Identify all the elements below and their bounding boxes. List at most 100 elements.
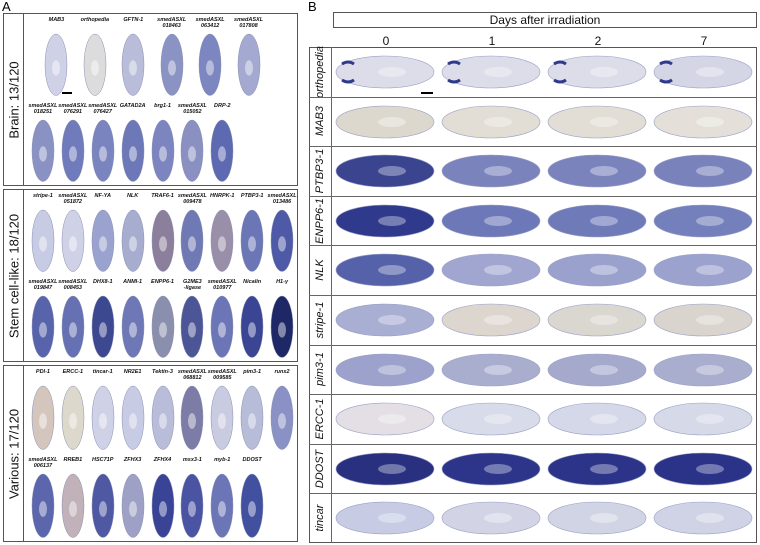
- worm-image: [547, 254, 647, 287]
- group-label-text: Various: 17/120: [6, 408, 21, 499]
- gene-label: smedASXL 013486: [267, 193, 297, 205]
- worm-image: [151, 473, 174, 538]
- worm-image: [121, 295, 144, 358]
- gene-label: tincar-1: [92, 369, 113, 375]
- worm-specimen: smedASXL 015052: [177, 103, 207, 183]
- day-label: 1: [488, 34, 496, 48]
- gene-label: orthopedia: [80, 17, 110, 23]
- worm-specimen: smedASXL 076291: [58, 103, 88, 183]
- gene-label: smedASXL 076291: [58, 102, 88, 115]
- worm-image: [31, 473, 55, 538]
- worm-image: [151, 295, 174, 358]
- worm-image: [211, 295, 234, 358]
- gene-row-label: DDOST: [309, 444, 331, 494]
- gene-row-label: pim3-1: [309, 345, 331, 395]
- gene-label: smedASXL 018251: [28, 102, 58, 115]
- scale-bar: [421, 92, 433, 94]
- worm-specimen: DRP-2: [207, 103, 237, 183]
- gene-row-label-text: PTBP3-1: [314, 148, 326, 194]
- row-divider: [309, 394, 757, 396]
- gene-label: G2ME3 -ligase: [183, 278, 202, 291]
- gene-row-label-text: NLK: [314, 259, 326, 281]
- group-box: Brain: 13/120 MAB3 orthopedia GFTN-1 smedASX…: [3, 13, 298, 186]
- gene-label: Nicalin: [243, 278, 262, 285]
- row-divider: [309, 96, 757, 98]
- gene-label: RREB1: [63, 456, 83, 463]
- gene-row-label-text: DDOST: [314, 449, 326, 488]
- gene-label: smedASXL 010977: [207, 278, 237, 291]
- day-label: 2: [594, 34, 602, 48]
- gene-label: GFTN-1: [123, 17, 144, 23]
- worm-image: [441, 254, 541, 287]
- worm-specimen: PTBP3-1: [237, 193, 267, 273]
- gene-label: NF-YA: [94, 193, 111, 199]
- worm-image: [441, 154, 541, 188]
- gene-label: MAB3: [48, 17, 65, 23]
- worm-image: [547, 353, 647, 386]
- worm-specimen: DHX8-1: [88, 279, 118, 359]
- worm-image: [270, 295, 294, 358]
- worm-specimen: smedASXL 063412: [195, 17, 225, 97]
- row-divider: [309, 295, 757, 296]
- gene-label: ZFHX3: [123, 456, 142, 463]
- row-divider: [309, 146, 757, 148]
- worm-specimen: HSC71P: [88, 457, 118, 539]
- worm-image: [335, 402, 435, 436]
- worm-image: [270, 385, 294, 450]
- worm-image: [31, 209, 55, 272]
- gene-label: HSC71P: [92, 456, 114, 463]
- worm-specimen: tincar-1: [88, 369, 118, 451]
- worm-image: [240, 209, 264, 272]
- worm-specimen: smedASXL 051872: [58, 193, 88, 273]
- worm-specimen: NLK: [118, 193, 148, 273]
- panel-a-letter: A: [2, 0, 11, 14]
- worm-image: [61, 119, 85, 182]
- worm-specimen: smedASXL 018463: [157, 17, 187, 97]
- gene-row-label: NLK: [309, 245, 331, 295]
- gene-label: smedASXL 017808: [234, 17, 264, 29]
- worm-image: [547, 402, 647, 436]
- group-box: Stem cell-like: 18/120 stripe-1 smedASXL 0…: [3, 189, 298, 362]
- worm-specimen: smedASXL 006137: [28, 457, 58, 539]
- gene-label: smedASXL 051872: [58, 193, 88, 205]
- worm-specimen: GATAD2A: [118, 103, 148, 183]
- worm-image: [441, 353, 541, 386]
- worm-specimen: brg1-1: [148, 103, 178, 183]
- worm-image: [335, 154, 435, 188]
- row-divider: [309, 195, 757, 197]
- worm-image: [335, 55, 435, 89]
- gene-label: smedASXL 076427: [88, 102, 118, 115]
- worm-image: [441, 105, 541, 138]
- worm-image: [547, 55, 647, 89]
- gene-label: ENPP6-1: [151, 278, 174, 285]
- worm-image: [237, 33, 260, 96]
- gene-row-label-text: stripe-1: [314, 301, 326, 339]
- row-divider: [309, 443, 757, 445]
- worm-image: [335, 254, 435, 287]
- gene-row-label-text: MAB3: [314, 106, 326, 137]
- row-divider: [309, 493, 757, 495]
- worm-specimen: H1-γ: [267, 279, 297, 359]
- worm-specimen: DDOST: [237, 457, 267, 539]
- gene-label: Tektin-3: [152, 369, 173, 375]
- worm-image: [121, 473, 144, 538]
- worm-image: [181, 119, 204, 182]
- worm-image: [547, 303, 647, 337]
- worm-image: [547, 154, 647, 188]
- worm-specimen: ANMI-1: [118, 279, 148, 359]
- worm-image: [441, 402, 541, 436]
- worm-image: [335, 502, 435, 535]
- worm-image: [45, 33, 68, 96]
- worm-image: [61, 295, 85, 358]
- worm-image: [61, 209, 85, 272]
- worm-specimen: NF-YA: [88, 193, 118, 273]
- worm-image: [91, 473, 114, 538]
- worm-image: [441, 452, 541, 486]
- gene-label: brg1-1: [154, 102, 171, 109]
- worm-specimen: HNRPK-1: [207, 193, 237, 273]
- worm-image: [335, 303, 435, 337]
- group-label-text: Stem cell-like: 18/120: [6, 213, 21, 338]
- worm-image: [547, 502, 647, 535]
- worm-specimen: myb-1: [207, 457, 237, 539]
- worm-image: [91, 295, 114, 358]
